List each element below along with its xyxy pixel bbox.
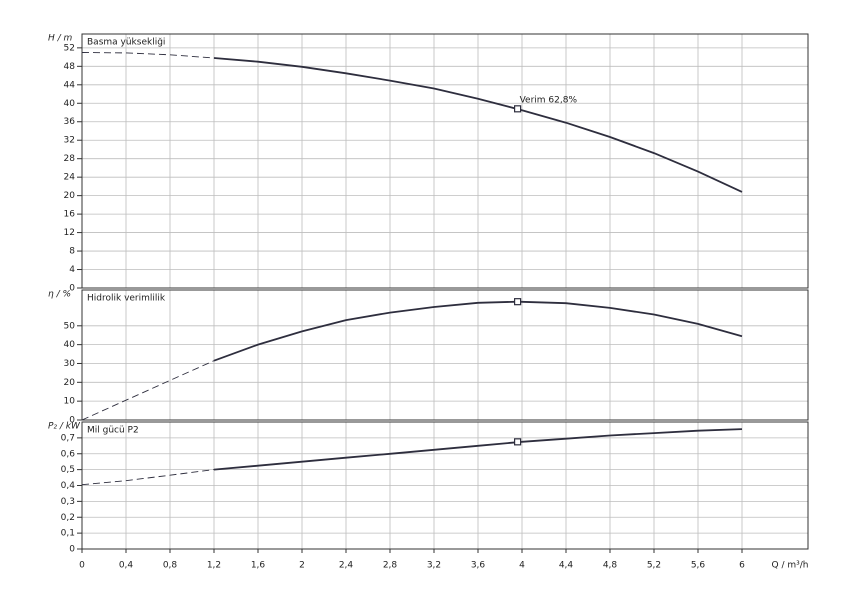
x-tick-label: 4,8 [603,561,618,571]
operating-point [513,438,522,446]
y-tick-label: 16 [64,210,76,220]
curve [213,57,743,193]
x-tick-label: 5,6 [691,561,706,571]
y-axis-label: P₂ / kW [48,422,81,432]
y-tick-label: 4 [69,265,75,275]
y-axis-label: H / m [48,34,73,44]
panel-frame [81,33,809,289]
y-tick-label: 40 [64,99,76,109]
y-tick-label: 0,5 [61,465,75,475]
y-tick-label: 32 [64,136,75,146]
y-tick-label: 0,3 [61,497,75,507]
y-tick-label: 8 [69,247,75,257]
x-tick-label: 3,6 [471,561,486,571]
curve [81,360,215,421]
y-tick-label: 50 [64,321,76,331]
y-tick-label: 10 [64,397,76,407]
y-tick-label: 36 [64,117,76,127]
x-tick-label: 2,4 [339,561,354,571]
x-tick-label: 2,8 [383,561,398,571]
x-axis-label: Q / m³/h [772,561,809,571]
y-tick-label: 0,6 [61,449,76,459]
x-tick-label: 0,4 [119,561,134,571]
y-tick-label: 20 [64,378,76,388]
x-tick-label: 2 [299,561,305,571]
curve [81,469,215,486]
y-tick-label: 30 [64,359,76,369]
y-tick-label: 28 [64,154,76,164]
y-tick-label: 0,2 [61,513,75,523]
x-tick-label: 0,8 [163,561,178,571]
y-tick-label: 40 [64,340,76,350]
panel-title: Hidrolik verimlilik [87,294,166,304]
x-tick-label: 6 [739,561,745,571]
operating-point [513,298,522,306]
panel-frame [81,289,809,421]
y-tick-label: 48 [64,62,76,72]
x-tick-label: 3,2 [427,561,441,571]
y-tick-label: 0 [69,284,75,294]
panel-title: Basma yüksekliği [87,38,165,48]
y-axis-label: η / % [48,290,71,300]
annotation: Verim 62,8% [520,95,578,105]
panel-title: Mil gücü P2 [87,426,139,436]
y-tick-label: 12 [64,228,75,238]
x-tick-label: 4 [519,561,525,571]
x-tick-label: 1,6 [251,561,266,571]
x-tick-label: 4,4 [559,561,574,571]
y-tick-label: 0,1 [61,529,75,539]
y-tick-label: 52 [64,43,75,53]
y-tick-label: 0,7 [61,433,75,443]
operating-point [513,105,522,113]
y-tick-label: 0 [69,416,75,426]
y-tick-label: 20 [64,191,76,201]
curve [81,52,215,59]
curve [213,428,743,471]
y-tick-label: 24 [64,173,76,183]
curve [213,300,743,362]
x-tick-label: 0 [79,561,85,571]
y-tick-label: 0,4 [61,481,76,491]
x-tick-label: 5,2 [647,561,661,571]
y-tick-label: 44 [64,80,76,90]
x-tick-label: 1,2 [207,561,221,571]
y-tick-label: 0 [69,545,75,555]
